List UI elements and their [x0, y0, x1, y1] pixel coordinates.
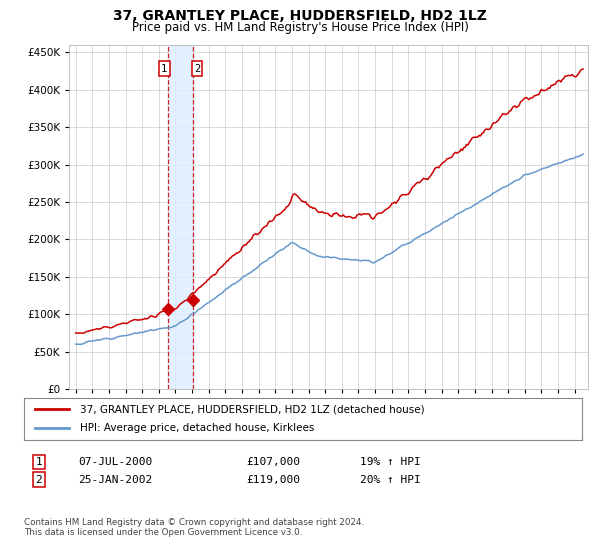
Text: £107,000: £107,000: [246, 457, 300, 467]
Text: Price paid vs. HM Land Registry's House Price Index (HPI): Price paid vs. HM Land Registry's House …: [131, 21, 469, 34]
Text: 37, GRANTLEY PLACE, HUDDERSFIELD, HD2 1LZ: 37, GRANTLEY PLACE, HUDDERSFIELD, HD2 1L…: [113, 9, 487, 23]
Text: 25-JAN-2002: 25-JAN-2002: [78, 475, 152, 485]
Text: Contains HM Land Registry data © Crown copyright and database right 2024.
This d: Contains HM Land Registry data © Crown c…: [24, 518, 364, 538]
Text: 2: 2: [194, 64, 200, 74]
Text: £119,000: £119,000: [246, 475, 300, 485]
Bar: [168, 45, 193, 389]
Text: 20% ↑ HPI: 20% ↑ HPI: [360, 475, 421, 485]
Text: 2: 2: [35, 475, 43, 485]
Text: 1: 1: [161, 64, 167, 74]
Text: HPI: Average price, detached house, Kirklees: HPI: Average price, detached house, Kirk…: [80, 423, 314, 433]
Text: 07-JUL-2000: 07-JUL-2000: [78, 457, 152, 467]
Text: 19% ↑ HPI: 19% ↑ HPI: [360, 457, 421, 467]
Text: 1: 1: [35, 457, 43, 467]
Text: 37, GRANTLEY PLACE, HUDDERSFIELD, HD2 1LZ (detached house): 37, GRANTLEY PLACE, HUDDERSFIELD, HD2 1L…: [80, 404, 424, 414]
